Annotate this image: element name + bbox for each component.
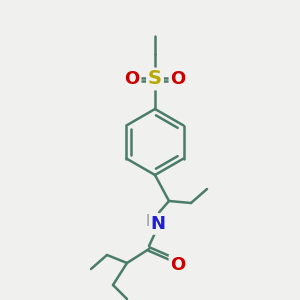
Text: H: H — [145, 214, 157, 229]
Text: O: O — [124, 70, 140, 88]
Text: O: O — [170, 256, 186, 274]
Text: O: O — [170, 70, 186, 88]
Text: S: S — [148, 70, 162, 88]
Text: N: N — [151, 215, 166, 233]
